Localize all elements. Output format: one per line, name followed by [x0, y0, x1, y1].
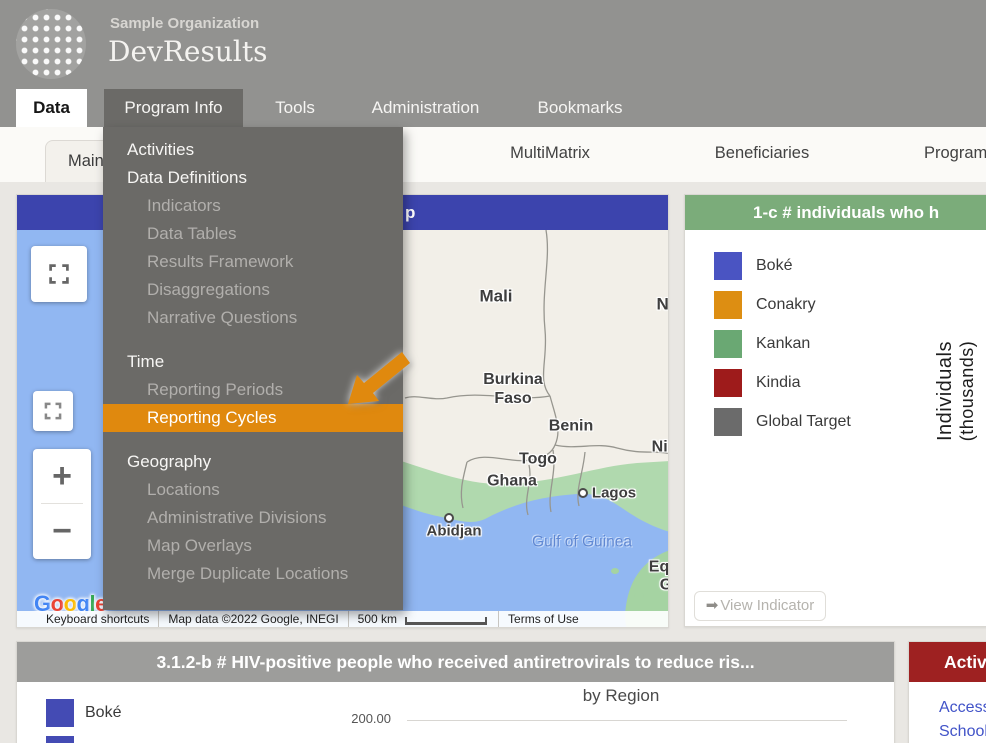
map-zoom-control: + − — [33, 449, 91, 559]
legend-item: Boké — [714, 252, 851, 280]
chart-gridline — [407, 720, 847, 721]
program-info-menu: Activities Data Definitions Indicators D… — [103, 127, 403, 610]
legend-swatch-boke — [714, 252, 742, 280]
map-fullscreen-button[interactable] — [31, 246, 87, 302]
zoom-in-button[interactable]: + — [52, 456, 72, 495]
activities-tile-header: Activities — [909, 642, 986, 682]
hiv-tile-title: 3.1.2-b # HIV-positive people who receiv… — [156, 652, 755, 672]
map-zoom-extent-button[interactable] — [33, 391, 73, 431]
menu-item-reporting-cycles[interactable]: Reporting Cycles — [103, 404, 403, 432]
map-marker-abidjan — [444, 513, 454, 523]
menu-header-geography: Geography — [127, 452, 212, 471]
legend-item: Conakry — [714, 291, 851, 319]
view-indicator-button[interactable]: ➡ View Indicator — [694, 591, 826, 621]
menu-section-gap — [103, 432, 403, 448]
terms-of-use-link[interactable]: Terms of Use — [498, 611, 588, 627]
map-label-gulf-of-guinea: Gulf of Guinea — [532, 533, 632, 551]
nav-item-program-info[interactable]: Program Info — [104, 89, 243, 127]
legend-swatch-boke — [46, 699, 74, 727]
app-header: Sample Organization DevResults — [0, 0, 986, 89]
right-arrow-icon: ➡ — [705, 597, 719, 614]
tab-program[interactable]: Program — [924, 144, 986, 162]
hiv-indicator-tile: 3.1.2-b # HIV-positive people who receiv… — [16, 641, 895, 743]
legend-item: Kindia — [714, 369, 851, 397]
fullscreen-icon — [49, 264, 69, 284]
activities-tile: Activities Access School — [908, 641, 986, 743]
indicator-tile: 1-c # individuals who h Boké Conakry Kan… — [684, 194, 986, 627]
map-label-mali: Mali — [479, 286, 513, 306]
legend-swatch-second — [46, 736, 74, 743]
chart-legend: Boké Conakry Kankan Kindia Global Target — [714, 252, 851, 447]
y-axis-label: Individuals (thousands) — [934, 340, 977, 442]
legend-item: Global Target — [714, 408, 851, 436]
legend-item: Kankan — [714, 330, 851, 358]
menu-item-reporting-periods[interactable]: Reporting Periods — [147, 380, 284, 399]
map-label-eq-guinea-1: Eq — [648, 558, 668, 576]
map-label-eq-guinea-2: G — [659, 576, 668, 594]
menu-section-gap — [103, 332, 403, 348]
nav-item-data[interactable]: Data — [16, 89, 87, 127]
indicator-tile-title: 1-c # individuals who h — [753, 203, 940, 222]
menu-item-disaggregations[interactable]: Disaggregations — [147, 280, 270, 299]
chart-subtitle: by Region — [582, 686, 660, 705]
legend-swatch-kindia — [714, 369, 742, 397]
legend-label: Boké — [85, 704, 122, 721]
org-logo-globe-icon[interactable] — [16, 9, 86, 79]
zoom-divider — [41, 503, 83, 504]
activities-tile-title: Activities — [944, 652, 986, 672]
map-label-ghana: Ghana — [487, 472, 537, 490]
map-label-niger-top: Ni — [656, 294, 669, 314]
map-label-benin: Benin — [548, 417, 594, 435]
keyboard-shortcuts-link[interactable]: Keyboard shortcuts — [46, 612, 150, 626]
activity-link[interactable]: School — [939, 723, 986, 740]
menu-item-data-tables[interactable]: Data Tables — [147, 224, 237, 243]
map-scalebar — [405, 617, 488, 625]
nav-item-bookmarks[interactable]: Bookmarks — [537, 98, 623, 117]
menu-header-data-definitions: Data Definitions — [127, 168, 248, 187]
google-logo[interactable]: Google — [34, 591, 107, 616]
activity-link[interactable]: Access — [939, 699, 986, 716]
menu-header-time: Time — [127, 352, 165, 371]
menu-item-results-framework[interactable]: Results Framework — [147, 252, 294, 271]
org-name: Sample Organization — [110, 15, 260, 32]
hiv-tile-header: 3.1.2-b # HIV-positive people who receiv… — [17, 642, 894, 682]
map-attribution: Map data ©2022 Google, INEGI — [158, 611, 347, 627]
legend-swatch-kankan — [714, 330, 742, 358]
nav-item-administration[interactable]: Administration — [371, 98, 480, 117]
indicator-tile-header: 1-c # individuals who h — [685, 195, 986, 230]
menu-item-indicators[interactable]: Indicators — [147, 196, 221, 215]
map-scale: 500 km — [347, 611, 496, 627]
zoom-extent-icon — [44, 402, 62, 420]
y-axis-tick-label: 200.00 — [351, 711, 391, 726]
main-nav: Data Program Info Tools Administration B… — [0, 89, 986, 127]
tab-multimatrix[interactable]: MultiMatrix — [510, 144, 590, 162]
menu-item-locations[interactable]: Locations — [147, 480, 220, 499]
map-tile-title: p — [405, 203, 416, 222]
nav-item-tools[interactable]: Tools — [275, 98, 315, 117]
legend-swatch-global-target — [714, 408, 742, 436]
menu-item-activities[interactable]: Activities — [127, 140, 195, 159]
menu-item-map-overlays[interactable]: Map Overlays — [147, 536, 252, 555]
map-footer-bar: Keyboard shortcuts Map data ©2022 Google… — [17, 611, 668, 627]
map-marker-lagos — [578, 488, 588, 498]
map-label-togo: Togo — [519, 450, 557, 468]
tab-beneficiaries[interactable]: Beneficiaries — [714, 144, 810, 162]
menu-item-administrative-divisions[interactable]: Administrative Divisions — [147, 508, 327, 527]
menu-item-narrative-questions[interactable]: Narrative Questions — [147, 308, 298, 327]
menu-item-merge-duplicate-locations[interactable]: Merge Duplicate Locations — [147, 564, 349, 583]
map-label-burkina: Burkina Faso — [483, 371, 543, 407]
map-label-abidjan: Abidjan — [426, 522, 482, 540]
product-wordmark[interactable]: DevResults — [108, 35, 268, 68]
legend-swatch-conakry — [714, 291, 742, 319]
annotation-arrow-icon — [348, 352, 410, 404]
map-label-niger-right: Nige — [651, 438, 668, 456]
activity-link-list: Access School — [909, 682, 986, 743]
zoom-out-button[interactable]: − — [52, 511, 72, 550]
map-label-lagos: Lagos — [591, 484, 637, 502]
